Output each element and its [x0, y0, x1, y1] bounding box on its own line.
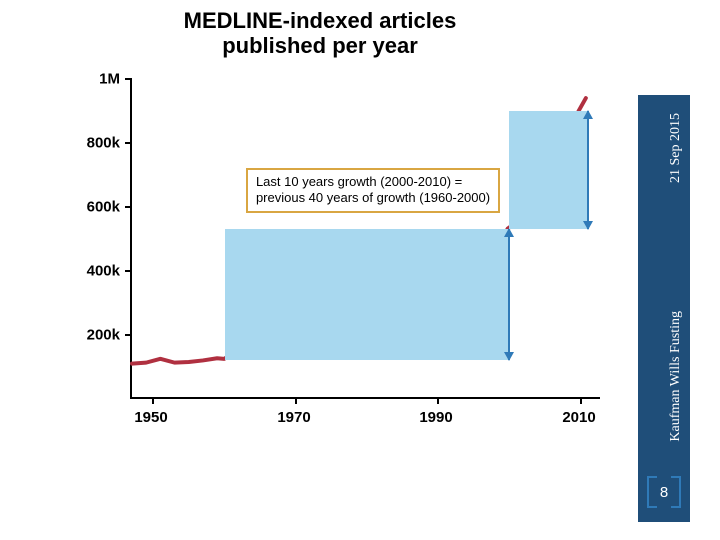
y-tick [125, 142, 132, 144]
x-tick-label: 1950 [134, 409, 167, 426]
chart-title-line2: published per year [30, 33, 610, 58]
x-tick-label: 1990 [419, 409, 452, 426]
plot-box: Last 10 years growth (2000-2010) =previo… [130, 79, 600, 399]
sidebar-date: 21 Sep 2015 [668, 113, 684, 183]
y-tick [125, 334, 132, 336]
y-tick-label: 200k [60, 326, 120, 343]
medline-chart: MEDLINE-indexed articles published per y… [30, 8, 610, 448]
x-tick [580, 397, 582, 404]
y-tick-label: 600k [60, 198, 120, 215]
x-tick [295, 397, 297, 404]
y-tick [125, 270, 132, 272]
slide: MEDLINE-indexed articles published per y… [0, 0, 720, 540]
highlight-box [225, 229, 510, 360]
sidebar: 21 Sep 2015 Kaufman Wills Fusting 8 [638, 95, 690, 522]
growth-arrow-icon [587, 111, 589, 229]
growth-arrow-icon [508, 229, 510, 360]
x-tick [437, 397, 439, 404]
callout-line2: previous 40 years of growth (1960-2000) [256, 190, 490, 206]
plot-area: 1M 800k 600k 400k 200k Last 10 years gro… [30, 69, 610, 429]
x-tick-label: 1970 [277, 409, 310, 426]
bracket-left-icon [647, 476, 657, 508]
y-tick-label: 800k [60, 134, 120, 151]
sidebar-author: Kaufman Wills Fusting [668, 311, 684, 442]
highlight-box [509, 111, 587, 229]
y-tick-label: 1M [60, 70, 120, 87]
y-tick [125, 206, 132, 208]
y-tick [125, 78, 132, 80]
page-number-box: 8 [647, 476, 681, 508]
callout-line1: Last 10 years growth (2000-2010) = [256, 174, 490, 190]
growth-callout: Last 10 years growth (2000-2010) =previo… [246, 168, 500, 213]
y-tick-label: 400k [60, 262, 120, 279]
x-tick-label: 2010 [562, 409, 595, 426]
x-tick [152, 397, 154, 404]
chart-title-line1: MEDLINE-indexed articles [30, 8, 610, 33]
bracket-right-icon [671, 476, 681, 508]
chart-title: MEDLINE-indexed articles published per y… [30, 8, 610, 59]
page-number: 8 [660, 484, 668, 501]
